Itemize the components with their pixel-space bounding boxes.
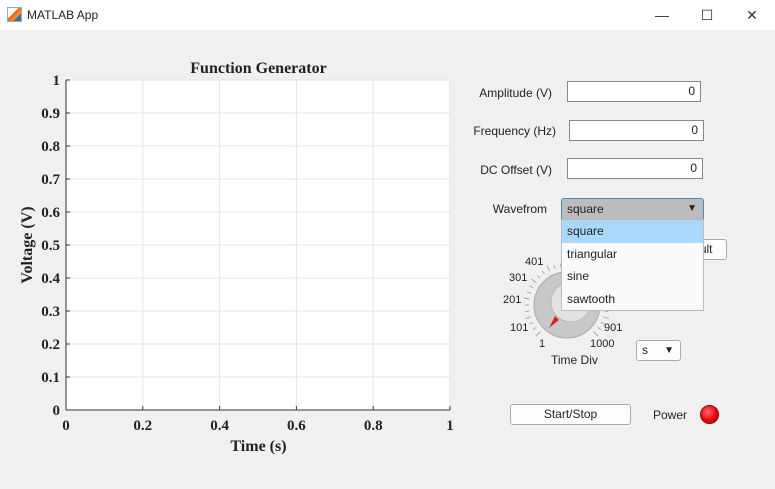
chevron-down-icon: ▼ [664,345,674,356]
option-sawtooth[interactable]: sawtooth [567,291,616,306]
knob-tick-mark [526,291,532,294]
knob-tick-mark [597,326,602,331]
knob-tick-mark [536,274,541,279]
y-tick-label: 0.7 [41,172,60,188]
chevron-down-icon: ▼ [687,203,697,214]
waveform-selected: square [567,202,604,216]
knob-tick-301: 301 [509,272,528,284]
y-tick-label: 0.2 [41,337,60,353]
x-tick-label: 0.2 [133,418,152,434]
unit-dropdown[interactable]: s ▼ [636,340,681,361]
y-tick-label: 0.6 [41,205,60,221]
knob-tick-mark [525,310,530,313]
y-tick-label: 0.9 [41,106,60,122]
close-button[interactable]: ✕ [746,7,758,23]
power-label: Power [653,408,688,422]
knob-tick-201: 201 [503,294,522,306]
knob-tick-mark [531,278,537,284]
x-tick-label: 0.8 [364,418,383,434]
time-div-label: Time Div [551,353,598,367]
knob-tick-mark [523,297,530,300]
y-tick-label: 0.1 [41,370,60,386]
waveform-dropdown[interactable]: square ▼ [561,198,704,220]
plot-axes[interactable]: 0 0.2 0.4 0.6 0.8 1 0 0.1 0.2 0.3 0.4 0.5 0.6 0.7 0.8 0… [0,0,460,489]
window-title: MATLAB App [27,8,99,22]
knob-tick-mark [602,316,610,320]
y-tick-label: 0.5 [41,238,60,254]
unit-selected: s [642,343,648,357]
waveform-options-list[interactable]: square triangular sine sawtooth [561,219,704,311]
knob-pointer-icon [549,316,559,328]
knob-tick-mark [541,270,546,275]
frequency-field[interactable]: 0 [569,120,704,141]
option-sine[interactable]: sine [567,269,590,283]
knob-tick-mark [535,331,541,337]
y-tick-label: 0 [53,403,61,419]
amplitude-label: Amplitude (V) [479,86,552,100]
knob-tick-mark [604,310,609,313]
knob-tick-101: 101 [510,322,529,334]
y-tick-label: 0.3 [41,304,60,320]
knob-tick-1000: 1000 [590,338,615,350]
x-tick-label: 1 [446,418,454,434]
knob-tick-mark [546,265,551,272]
dc-offset-field[interactable]: 0 [567,158,703,179]
maximize-button[interactable]: ☐ [700,7,714,23]
option-square[interactable]: square [562,220,703,243]
dc-offset-label: DC Offset (V) [480,163,552,177]
frequency-label: Frequency (Hz) [473,124,556,138]
waveform-label: Wavefrom [492,202,547,216]
knob-tick-mark [529,285,534,289]
knob-tick-mark [559,263,562,268]
amplitude-field[interactable]: 0 [567,81,701,102]
knob-tick-901: 901 [604,322,623,334]
x-tick-label: 0 [62,418,70,434]
knob-tick-mark [524,316,532,320]
plot-title: Function Generator [190,60,327,77]
x-tick-label: 0.6 [287,418,306,434]
knob-tick-mark [593,331,599,337]
y-tick-label: 1 [53,73,61,89]
y-tick-label: 0.4 [41,271,60,287]
knob-tick-mark [529,321,534,325]
y-axis-label: Voltage (V) [19,206,36,284]
power-lamp [700,405,719,424]
knob-tick-mark [532,326,537,331]
option-triangular[interactable]: triangular [567,246,618,261]
minimize-button[interactable]: — [655,7,669,23]
knob-tick-401: 401 [525,256,544,268]
start-stop-button[interactable]: Start/Stop [510,404,631,425]
title-bar: MATLAB App — ☐ ✕ [0,0,775,30]
x-axis-label: Time (s) [230,438,287,455]
knob-tick-1: 1 [539,338,546,350]
knob-tick-mark [553,264,556,270]
matlab-logo-icon [7,7,22,22]
x-tick-label: 0.4 [210,418,229,434]
knob-tick-mark [600,321,605,325]
y-tick-label: 0.8 [41,139,60,155]
